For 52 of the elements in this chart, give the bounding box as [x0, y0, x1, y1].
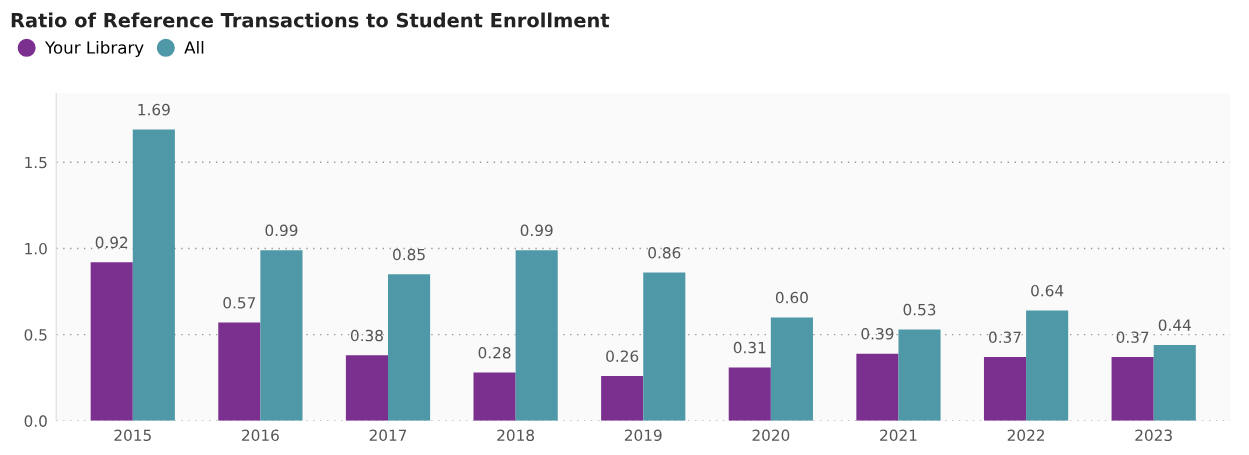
bar [1026, 310, 1069, 421]
x-tick-label: 2018 [497, 429, 535, 442]
bar [388, 274, 431, 421]
bar [770, 317, 813, 421]
data-label: 0.37 [1116, 331, 1149, 344]
y-tick-label: 1.0 [25, 242, 47, 255]
bar [728, 367, 771, 421]
bar [345, 355, 388, 421]
x-tick-label: 2022 [1007, 429, 1044, 442]
legend-label: Your Library [44, 40, 144, 58]
y-tick-label: 1.5 [25, 156, 47, 169]
data-label: 0.92 [95, 236, 128, 249]
x-tick-label: 2019 [624, 429, 662, 442]
bar [856, 353, 899, 421]
data-label: 0.26 [606, 350, 639, 362]
x-tick-label: 2016 [242, 429, 279, 442]
data-label: 0.28 [478, 346, 511, 359]
bar [1153, 345, 1196, 421]
bar [473, 372, 516, 421]
data-label: 0.64 [1031, 284, 1064, 297]
data-label: 0.31 [733, 341, 766, 354]
bar [1111, 357, 1154, 421]
x-tick-label: 2021 [880, 429, 917, 442]
x-tick-label: 2017 [369, 429, 407, 442]
data-label: 0.86 [648, 246, 681, 259]
data-label: 0.53 [903, 303, 936, 316]
bar [983, 357, 1027, 421]
y-tick-label: 0.0 [24, 415, 47, 427]
data-label: 0.85 [393, 248, 425, 261]
bar [898, 329, 941, 421]
bar [260, 250, 303, 421]
data-label: 0.99 [520, 224, 553, 237]
bar [643, 272, 686, 421]
data-label: 0.37 [989, 331, 1021, 344]
data-label: 0.38 [350, 329, 383, 342]
x-tick-label: 2015 [114, 429, 151, 442]
chart-title: Ratio of Reference Transactions to Student Enrollment [11, 12, 610, 28]
legend-label: All [184, 40, 204, 54]
data-label: 0.57 [223, 296, 256, 309]
data-label: 0.39 [861, 328, 894, 340]
y-tick-label: 0.5 [24, 329, 47, 341]
data-label: 1.69 [138, 103, 170, 116]
data-label: 0.44 [1158, 319, 1191, 331]
bar [515, 250, 558, 421]
x-tick-label: 2023 [1135, 429, 1172, 442]
bar [218, 322, 261, 421]
bar [132, 129, 175, 421]
data-label: 0.99 [265, 224, 298, 237]
x-tick-label: 2020 [752, 429, 790, 442]
bar [601, 376, 644, 421]
bar [90, 262, 133, 421]
data-label: 0.60 [775, 291, 808, 304]
